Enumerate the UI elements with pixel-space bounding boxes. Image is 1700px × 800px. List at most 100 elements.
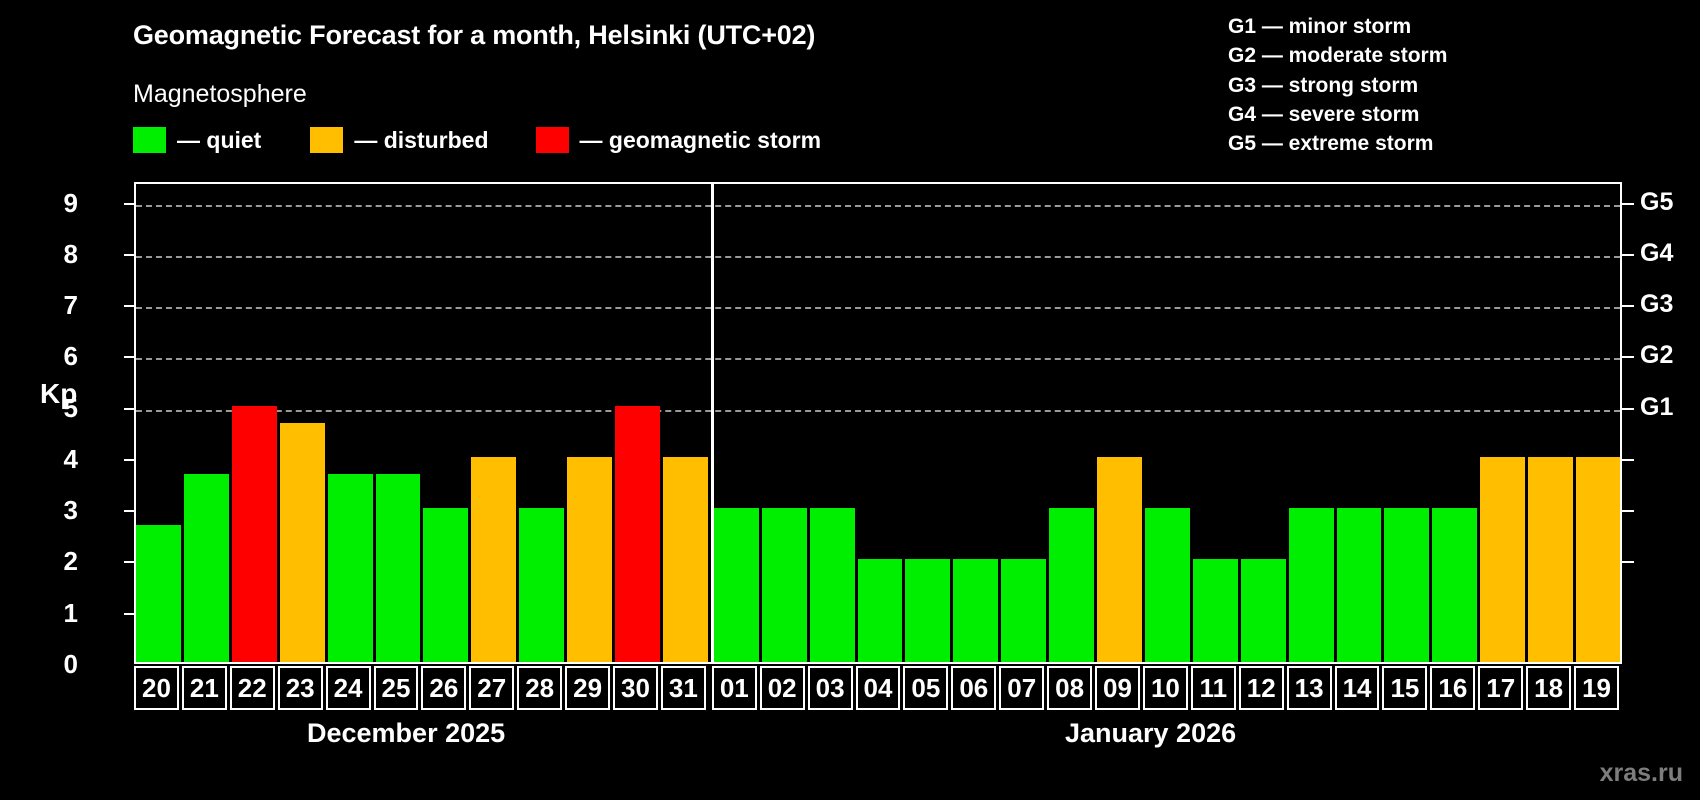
day-label-09[interactable]: 09 bbox=[1095, 666, 1140, 710]
bar-day-03[interactable] bbox=[809, 508, 855, 662]
bar-day-06[interactable] bbox=[953, 559, 999, 662]
bar-day-05[interactable] bbox=[905, 559, 951, 662]
magnetosphere-heading: Magnetosphere bbox=[133, 80, 307, 108]
day-label-22[interactable]: 22 bbox=[229, 666, 275, 710]
plot-area bbox=[134, 182, 1622, 664]
day-label-24[interactable]: 24 bbox=[325, 666, 371, 710]
day-label-02[interactable]: 02 bbox=[759, 666, 805, 710]
gridline-kp-7 bbox=[136, 307, 1620, 310]
bar-day-13[interactable] bbox=[1288, 508, 1334, 662]
day-label-30[interactable]: 30 bbox=[613, 666, 658, 710]
bar-day-18[interactable] bbox=[1528, 456, 1574, 662]
bar-day-22[interactable] bbox=[231, 405, 277, 662]
month-divider bbox=[710, 184, 714, 662]
day-label-05[interactable]: 05 bbox=[903, 666, 949, 710]
day-label-23[interactable]: 23 bbox=[277, 666, 323, 710]
day-label-10[interactable]: 10 bbox=[1142, 666, 1188, 710]
bar-day-07[interactable] bbox=[1001, 559, 1047, 662]
bar-day-24[interactable] bbox=[327, 473, 373, 662]
bar-day-20[interactable] bbox=[136, 525, 181, 662]
legend-swatch-quiet bbox=[133, 127, 166, 153]
y-tick-label-0: 0 bbox=[63, 649, 78, 679]
g-tick-mark-minor-kp-4 bbox=[1622, 458, 1634, 461]
bar-day-14[interactable] bbox=[1336, 508, 1382, 662]
day-label-12[interactable]: 12 bbox=[1238, 666, 1284, 710]
watermark: xras.ru bbox=[1599, 759, 1683, 787]
gridline-kp-9 bbox=[136, 204, 1620, 207]
bar-day-27[interactable] bbox=[471, 456, 517, 662]
g-scale-legend: G1 — minor storm G2 — moderate storm G3 — … bbox=[1228, 12, 1447, 158]
day-label-06[interactable]: 06 bbox=[951, 666, 997, 710]
g-tick-label-G1: G1 bbox=[1640, 392, 1674, 421]
bar-day-30[interactable] bbox=[615, 405, 660, 662]
bar-day-02[interactable] bbox=[761, 508, 807, 662]
y-tick-label-1: 1 bbox=[63, 597, 78, 628]
bar-day-11[interactable] bbox=[1192, 559, 1238, 662]
day-label-17[interactable]: 17 bbox=[1478, 666, 1524, 710]
bar-day-09[interactable] bbox=[1097, 456, 1142, 662]
g-tick-label-G2: G2 bbox=[1640, 341, 1674, 370]
day-label-18[interactable]: 18 bbox=[1526, 666, 1572, 710]
day-label-26[interactable]: 26 bbox=[421, 666, 467, 710]
g-tick-mark-minor-kp-2 bbox=[1622, 561, 1634, 564]
y-tick-label-9: 9 bbox=[63, 187, 78, 218]
bar-day-25[interactable] bbox=[375, 473, 421, 662]
day-label-16[interactable]: 16 bbox=[1430, 666, 1476, 710]
bar-day-19[interactable] bbox=[1576, 456, 1620, 662]
bar-day-23[interactable] bbox=[279, 422, 325, 662]
day-label-27[interactable]: 27 bbox=[469, 666, 515, 710]
day-label-04[interactable]: 04 bbox=[855, 666, 901, 710]
month-label: December 2025 bbox=[307, 718, 506, 748]
day-label-29[interactable]: 29 bbox=[565, 666, 611, 710]
y-tick-label-6: 6 bbox=[63, 341, 78, 372]
bar-day-17[interactable] bbox=[1480, 456, 1526, 662]
legend-swatch-disturbed bbox=[310, 127, 344, 153]
y-tick-mark-5 bbox=[124, 407, 135, 410]
bar-day-08[interactable] bbox=[1049, 508, 1095, 662]
day-label-15[interactable]: 15 bbox=[1382, 666, 1428, 710]
day-label-01[interactable]: 01 bbox=[711, 666, 757, 710]
month-label: January 2026 bbox=[1065, 718, 1237, 748]
y-tick-mark-4 bbox=[124, 458, 135, 461]
g-tick-label-G3: G3 bbox=[1640, 290, 1674, 319]
day-label-20[interactable]: 20 bbox=[134, 666, 179, 710]
day-label-03[interactable]: 03 bbox=[807, 666, 853, 710]
day-label-13[interactable]: 13 bbox=[1286, 666, 1332, 710]
bar-day-29[interactable] bbox=[567, 456, 613, 662]
g-tick-mark-G3 bbox=[1622, 305, 1634, 308]
legend-swatch-geomagnetic-storm bbox=[535, 127, 569, 153]
bar-day-01[interactable] bbox=[713, 508, 759, 662]
g-tick-mark-G4 bbox=[1622, 253, 1634, 256]
y-tick-mark-7 bbox=[124, 305, 135, 308]
y-tick-label-8: 8 bbox=[63, 238, 78, 269]
bar-day-16[interactable] bbox=[1432, 508, 1478, 662]
y-tick-label-2: 2 bbox=[63, 546, 78, 577]
bar-day-10[interactable] bbox=[1144, 508, 1190, 662]
day-label-25[interactable]: 25 bbox=[373, 666, 419, 710]
g-tick-label-G5: G5 bbox=[1640, 187, 1674, 216]
legend-label-geomagnetic-storm: — geomagnetic storm bbox=[579, 126, 822, 153]
y-tick-mark-1 bbox=[124, 612, 135, 615]
day-label-31[interactable]: 31 bbox=[660, 666, 706, 710]
y-tick-label-3: 3 bbox=[63, 495, 78, 526]
legend-label-disturbed: — disturbed bbox=[354, 126, 489, 153]
bar-day-28[interactable] bbox=[519, 508, 565, 662]
day-label-21[interactable]: 21 bbox=[181, 666, 227, 710]
bar-day-26[interactable] bbox=[423, 508, 469, 662]
bar-day-31[interactable] bbox=[662, 456, 708, 662]
gridline-kp-8 bbox=[136, 255, 1620, 258]
legend-entry-geomagnetic-storm: — geomagnetic storm bbox=[535, 126, 822, 154]
g-scale-legend-row-4: G4 — severe storm bbox=[1228, 102, 1420, 126]
y-tick-label-7: 7 bbox=[63, 290, 78, 321]
day-label-11[interactable]: 11 bbox=[1190, 666, 1236, 710]
bar-day-04[interactable] bbox=[857, 559, 903, 662]
bar-day-15[interactable] bbox=[1384, 508, 1430, 662]
bar-day-12[interactable] bbox=[1240, 559, 1286, 662]
day-label-14[interactable]: 14 bbox=[1334, 666, 1380, 710]
day-label-07[interactable]: 07 bbox=[999, 666, 1045, 710]
day-label-19[interactable]: 19 bbox=[1574, 666, 1619, 710]
day-label-28[interactable]: 28 bbox=[517, 666, 563, 710]
bar-day-21[interactable] bbox=[183, 473, 229, 662]
day-label-08[interactable]: 08 bbox=[1047, 666, 1093, 710]
g-scale-legend-row-2: G2 — moderate storm bbox=[1228, 44, 1448, 68]
